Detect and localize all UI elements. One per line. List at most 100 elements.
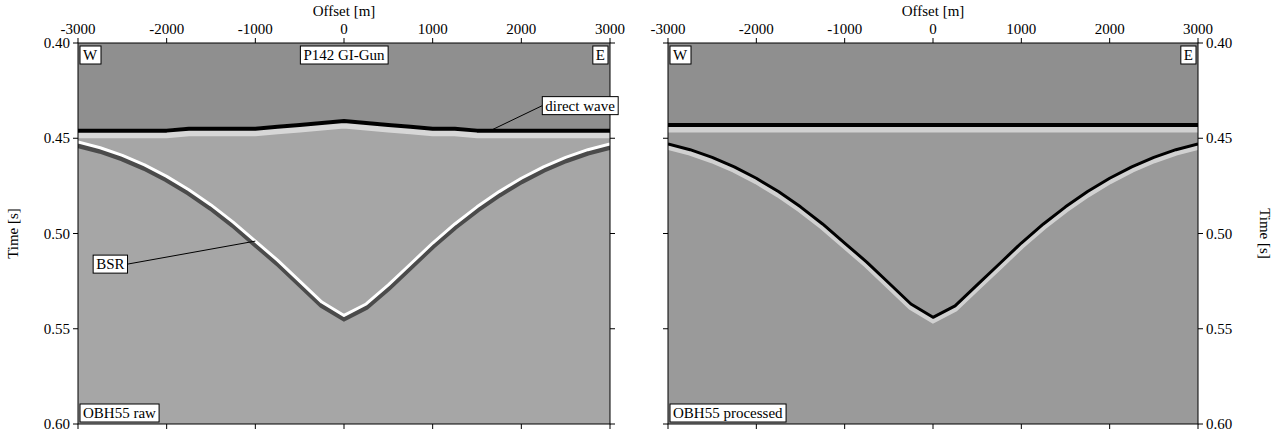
y-tick	[610, 43, 615, 44]
plot-area	[78, 121, 610, 424]
x-tick-label: -2000	[739, 21, 774, 37]
x-tick	[344, 424, 345, 429]
x-tick	[432, 38, 433, 43]
x-tick	[78, 38, 79, 43]
y-tick-label: 0.60	[1206, 416, 1232, 432]
y-tick	[73, 328, 78, 329]
x-tick	[344, 38, 345, 43]
y-tick	[73, 138, 78, 139]
panel-label: OBH55 raw	[83, 405, 156, 421]
x-tick-label: 2000	[1095, 21, 1125, 37]
west-label: W	[673, 47, 688, 63]
y-tick	[73, 43, 78, 44]
x-tick	[255, 424, 256, 429]
x-tick	[1109, 424, 1110, 429]
x-tick	[933, 38, 934, 43]
section-shading	[78, 121, 610, 424]
x-tick	[933, 424, 934, 429]
y-tick	[73, 233, 78, 234]
west-label-box	[80, 46, 101, 64]
x-tick	[756, 38, 757, 43]
frame	[668, 43, 1198, 424]
y-tick-label: 0.40	[44, 35, 70, 51]
x-tick-label: -1000	[238, 21, 273, 37]
y-tick-label: 0.60	[44, 416, 70, 432]
y-tick	[1198, 43, 1203, 44]
event-line	[78, 142, 610, 315]
x-tick	[1198, 424, 1199, 429]
event-line	[668, 144, 1198, 317]
plot-area	[668, 125, 1198, 424]
east-label-box	[1181, 46, 1196, 64]
x-tick-label: 0	[929, 21, 937, 37]
callout-label: direct wave	[545, 98, 615, 114]
x-tick	[166, 424, 167, 429]
x-tick	[1021, 38, 1022, 43]
panel-title: P142 GI-Gun	[303, 47, 385, 63]
y-tick-label: 0.45	[1206, 130, 1232, 146]
west-label-box	[670, 46, 691, 64]
y-tick	[663, 328, 668, 329]
x-tick	[668, 424, 669, 429]
y-tick-label: 0.40	[1206, 35, 1232, 51]
y-tick	[610, 328, 615, 329]
x-tick-label: 1000	[418, 21, 448, 37]
callout-label: BSR	[96, 256, 124, 272]
y-tick	[663, 43, 668, 44]
x-tick	[1198, 38, 1199, 43]
east-label: E	[596, 47, 605, 63]
x-tick-label: -1000	[827, 21, 862, 37]
y-tick	[1198, 328, 1203, 329]
x-tick	[166, 38, 167, 43]
x-tick	[521, 38, 522, 43]
section-background	[78, 43, 610, 424]
y-tick-label: 0.55	[1206, 321, 1232, 337]
y-tick	[1198, 233, 1203, 234]
section-background	[668, 43, 1198, 424]
x-tick	[844, 424, 845, 429]
x-axis-title: Offset [m]	[313, 3, 376, 19]
y-tick	[610, 233, 615, 234]
x-tick	[1021, 424, 1022, 429]
y-tick	[1198, 138, 1203, 139]
x-tick	[610, 38, 611, 43]
x-axis-title: Offset [m]	[902, 3, 965, 19]
x-tick	[78, 424, 79, 429]
y-tick	[73, 424, 78, 425]
x-tick	[255, 38, 256, 43]
x-tick-label: 2000	[506, 21, 536, 37]
callout-box	[93, 255, 127, 273]
y-tick	[663, 233, 668, 234]
y-tick-label: 0.55	[44, 321, 70, 337]
y-tick-label: 0.45	[44, 130, 70, 146]
east-label: E	[1184, 47, 1193, 63]
callout-leader	[490, 106, 542, 131]
x-tick-label: 3000	[595, 21, 625, 37]
x-tick-label: 1000	[1006, 21, 1036, 37]
panel-label: OBH55 processed	[673, 405, 783, 421]
west-label: W	[83, 47, 98, 63]
event-line	[78, 121, 610, 131]
panel-title-box	[300, 46, 388, 64]
y-tick	[610, 424, 615, 425]
x-tick	[844, 38, 845, 43]
x-tick	[521, 424, 522, 429]
frame	[78, 43, 610, 424]
x-tick-label: -2000	[149, 21, 184, 37]
east-label-box	[593, 46, 608, 64]
y-tick	[663, 138, 668, 139]
x-tick	[1109, 38, 1110, 43]
y-tick	[610, 138, 615, 139]
y-axis-title: Time [s]	[5, 208, 21, 259]
panel-label-box	[80, 404, 159, 422]
x-tick	[756, 424, 757, 429]
y-tick	[663, 424, 668, 425]
panel-label-box	[670, 404, 786, 422]
y-axis-title: Time [s]	[1257, 208, 1273, 259]
x-tick-label: 0	[340, 21, 348, 37]
section-shading	[668, 125, 1198, 424]
x-tick	[668, 38, 669, 43]
x-tick-label: -3000	[651, 21, 686, 37]
callout-leader	[128, 241, 256, 264]
event-line	[668, 123, 1198, 127]
